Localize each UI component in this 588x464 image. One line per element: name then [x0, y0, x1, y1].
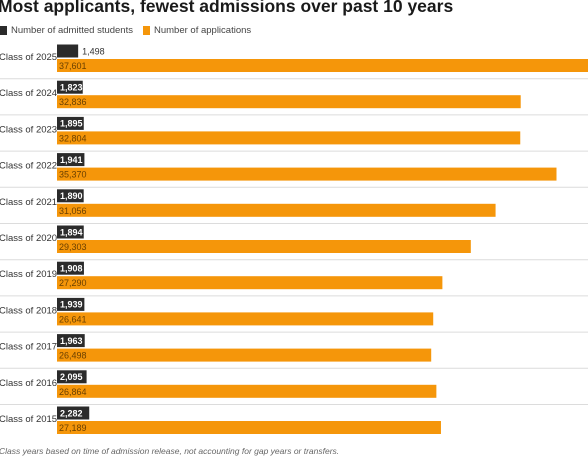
- applications-bar: [57, 384, 437, 398]
- admitted-value-label: 2,282: [60, 408, 83, 418]
- chart-title: Most applicants, fewest admissions over …: [0, 0, 454, 16]
- category-label: Class of 2020: [0, 233, 57, 244]
- applications-value-label: 37,601: [59, 61, 87, 71]
- applications-bar: [57, 240, 471, 253]
- applications-bar: [57, 203, 496, 217]
- applications-value-label: 26,641: [59, 314, 87, 324]
- admitted-bar: [57, 80, 83, 94]
- category-label: Class of 2016: [0, 378, 57, 389]
- admitted-bar: [57, 297, 85, 311]
- legend: Number of admitted students Number of ap…: [0, 23, 261, 37]
- applications-value-label: 31,056: [59, 206, 87, 216]
- applications-bar: [57, 95, 521, 109]
- applications-bar: [57, 131, 521, 145]
- applications-value-label: 26,498: [59, 351, 87, 361]
- legend-swatch-applications: [142, 25, 150, 35]
- admitted-value-label: 1,895: [60, 119, 83, 129]
- category-label: Class of 2021: [0, 197, 57, 208]
- admitted-value-label: 1,823: [60, 83, 83, 93]
- admitted-bar: [57, 225, 84, 239]
- category-label: Class of 2023: [0, 124, 57, 135]
- admitted-bar: [57, 153, 85, 167]
- applications-bar: [57, 348, 432, 362]
- admitted-value-label: 2,095: [60, 372, 83, 382]
- admitted-value-label: 1,498: [82, 46, 105, 56]
- admitted-value-label: 1,890: [60, 191, 83, 201]
- legend-item-applications: Number of applications: [142, 24, 252, 36]
- applications-bar: [57, 167, 557, 181]
- applications-value-label: 32,804: [59, 133, 87, 143]
- applications-bar: [57, 312, 434, 326]
- applications-bar: [57, 276, 443, 290]
- admitted-bar: [57, 189, 84, 203]
- admitted-bar: [57, 370, 87, 384]
- legend-label-applications: Number of applications: [153, 24, 252, 36]
- admitted-bar: [57, 116, 84, 130]
- legend-item-admitted: Number of admitted students: [0, 25, 133, 36]
- applications-value-label: 26,864: [59, 387, 87, 397]
- admitted-value-label: 1,908: [60, 264, 83, 274]
- applications-value-label: 27,189: [59, 423, 87, 433]
- applications-value-label: 29,303: [59, 242, 87, 252]
- category-label: Class of 2015: [0, 414, 57, 425]
- category-label: Class of 2025: [0, 52, 57, 63]
- category-label: Class of 2017: [0, 342, 57, 353]
- applications-bar: [57, 59, 588, 72]
- admitted-value-label: 1,963: [60, 336, 83, 346]
- legend-label-admitted: Number of admitted students: [11, 24, 133, 36]
- category-label: Class of 2024: [0, 88, 57, 99]
- category-label: Class of 2022: [0, 161, 57, 172]
- applications-value-label: 35,370: [59, 170, 87, 180]
- admitted-value-label: 1,939: [60, 300, 83, 310]
- admitted-value-label: 1,941: [60, 155, 83, 165]
- category-label: Class of 2019: [0, 269, 57, 280]
- admitted-bar: [57, 261, 84, 275]
- applications-bar: [57, 421, 441, 434]
- admitted-value-label: 1,894: [60, 227, 83, 237]
- applications-value-label: 27,290: [59, 278, 87, 288]
- category-label: Class of 2018: [0, 305, 57, 316]
- footnote: Class years based on time of admission r…: [0, 446, 340, 456]
- admitted-bar: [57, 406, 90, 420]
- admitted-bar: [57, 44, 79, 58]
- admitted-bar: [57, 334, 85, 348]
- legend-swatch-admitted: [0, 25, 7, 35]
- applications-value-label: 32,836: [59, 97, 87, 107]
